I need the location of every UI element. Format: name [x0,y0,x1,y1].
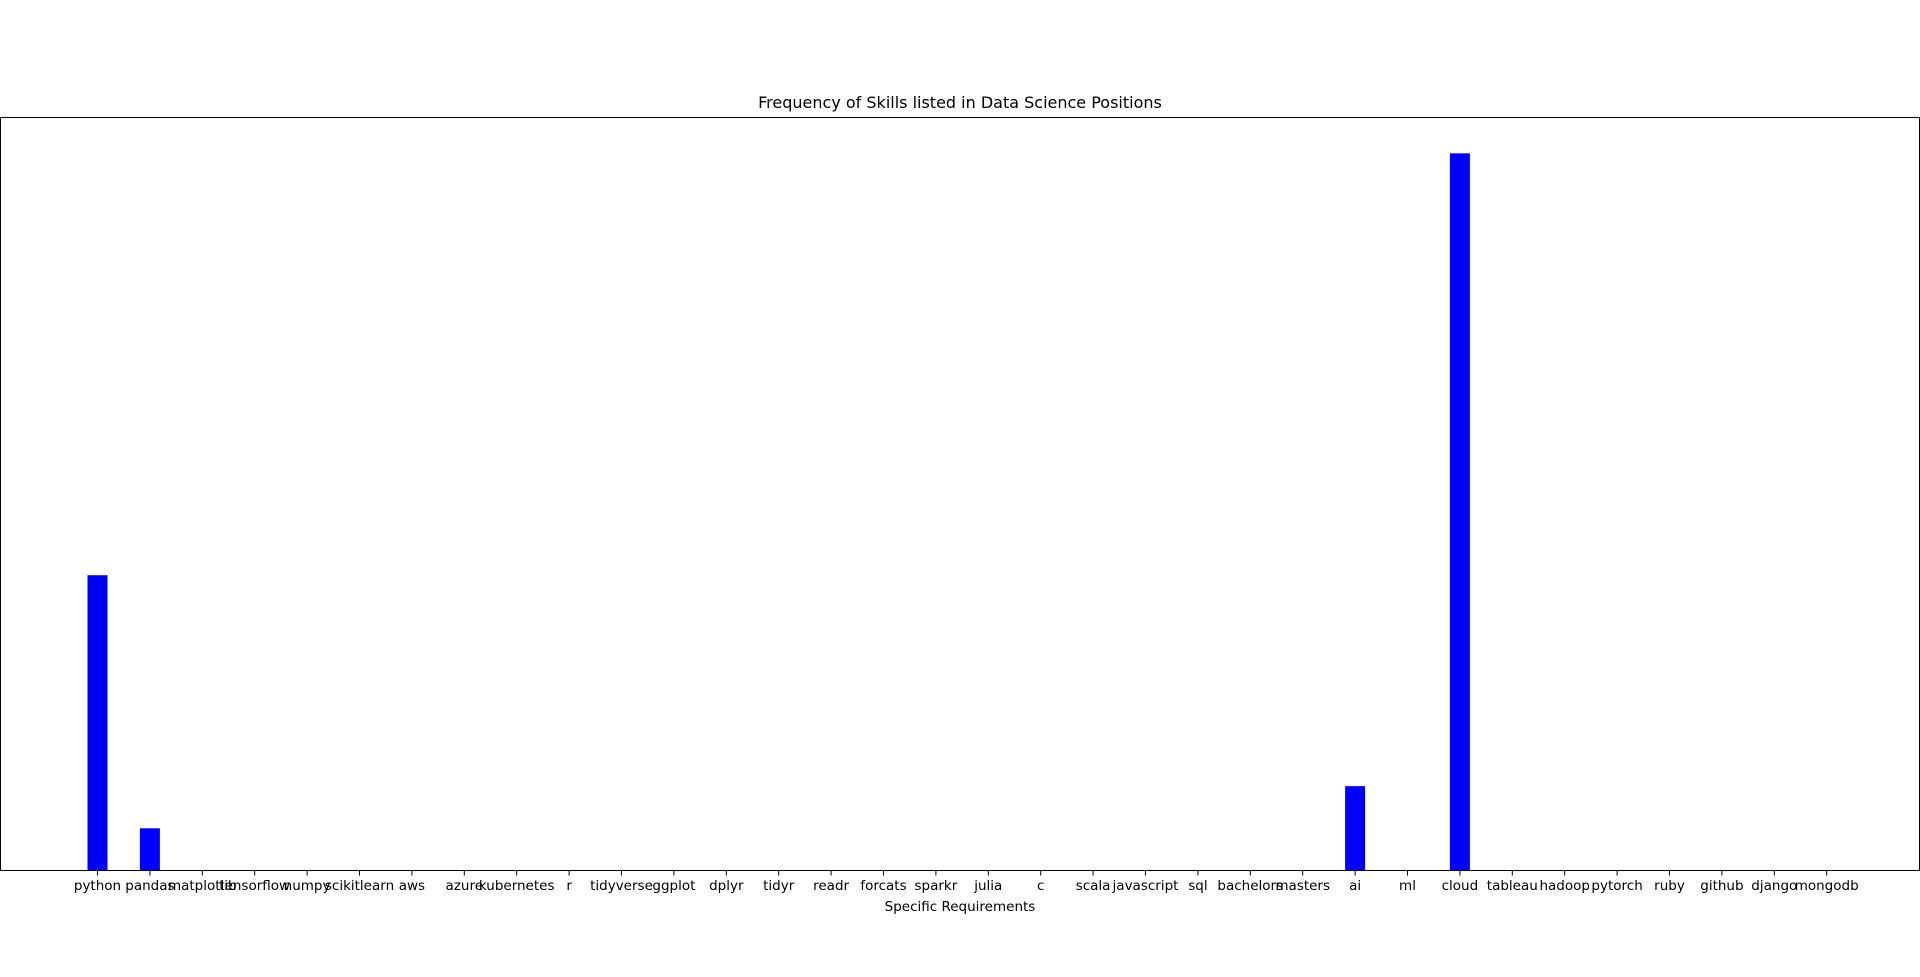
x-tick-label: ai [1349,878,1361,894]
x-tick-label: javascript [1112,878,1179,894]
x-tick-label: aws [399,878,425,894]
x-tick-label: masters [1275,878,1330,894]
x-tick-label: scala [1076,878,1111,894]
x-tick-label: matplotlib [168,878,237,894]
chart-title: Frequency of Skills listed in Data Scien… [758,93,1162,112]
x-tick-label: pandas [125,878,174,894]
x-tick-label: tensorflow [219,878,290,894]
bar-python [87,575,108,871]
x-tick-label: python [74,878,121,894]
x-tick-label: bachelors [1217,878,1283,894]
x-tick-label: tidyr [763,878,795,894]
x-tick-label: forcats [860,878,906,894]
x-tick-label: scikitlearn [325,878,394,894]
bars-group [87,153,1470,871]
x-tick-label: azure [446,878,483,894]
x-tick-label: ml [1399,878,1416,894]
x-tick-label: github [1700,878,1743,894]
x-tick-label: sparkr [915,878,958,894]
bar-ai [1345,786,1366,871]
x-tick-label: ruby [1654,878,1685,894]
x-tick-label: django [1751,878,1797,894]
plot-frame [0,117,1920,871]
x-tick-label: julia [973,878,1002,894]
x-tick-label: mongodb [1795,878,1859,894]
x-tick-label: hadoop [1539,878,1590,894]
bar-cloud [1449,153,1470,871]
x-axis-label: Specific Requirements [885,899,1036,915]
x-tick-label: pytorch [1591,878,1642,894]
x-tick-label: cloud [1442,878,1479,894]
x-axis-ticks: python pandasmatplotlibtensorflownumpysci… [74,870,1859,894]
x-tick-label: tableau [1487,878,1538,894]
x-tick-label: c [1037,878,1044,894]
x-tick-label: readr [813,878,849,894]
x-tick-label: numpy [284,878,331,894]
x-tick-label: dplyr [709,878,744,894]
x-tick-label: r [566,878,572,894]
x-tick-label: sql [1188,878,1207,894]
x-tick-label: tidyverse [590,878,653,894]
x-tick-label: ggplot [652,878,695,894]
bar-pandas [139,828,160,871]
x-tick-label: kubernetes [479,878,555,894]
